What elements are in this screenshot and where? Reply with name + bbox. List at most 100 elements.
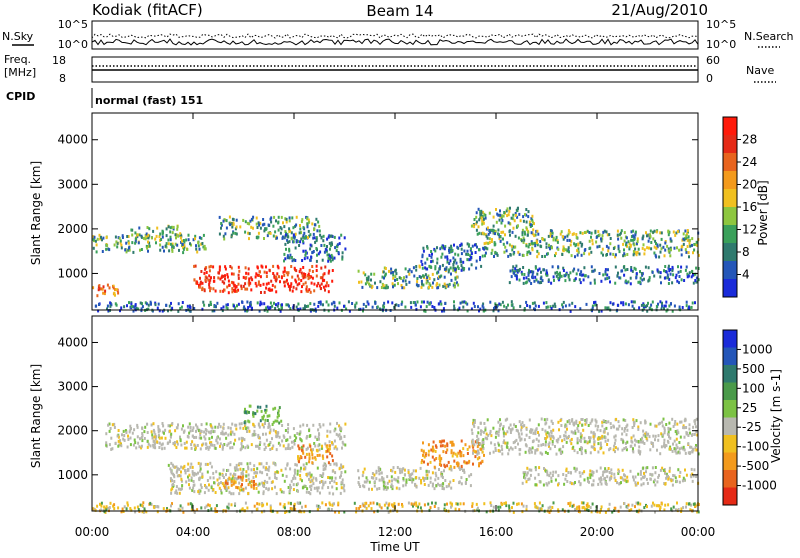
data-cell [313, 282, 316, 286]
data-cell [209, 264, 212, 268]
data-cell [575, 421, 578, 425]
data-cell [436, 257, 439, 261]
data-cell [295, 436, 298, 440]
data-cell [398, 276, 401, 280]
data-cell [226, 285, 229, 289]
data-cell [593, 442, 596, 446]
data-cell [525, 504, 528, 508]
data-cell [241, 507, 244, 511]
data-cell [165, 242, 168, 246]
data-cell [697, 452, 700, 456]
data-cell [95, 304, 98, 308]
data-cell [504, 418, 507, 422]
data-cell [367, 275, 370, 279]
data-cell [410, 305, 413, 309]
data-cell [193, 490, 196, 494]
data-cell [243, 410, 246, 414]
data-cell [667, 282, 670, 285]
data-cell [576, 427, 579, 431]
data-cell [546, 435, 549, 439]
data-cell [607, 306, 610, 310]
data-cell [232, 218, 235, 222]
data-cell [300, 271, 303, 275]
data-cell [159, 232, 162, 236]
data-cell [620, 229, 623, 233]
data-cell [316, 229, 319, 233]
data-cell [423, 483, 426, 486]
data-cell [552, 470, 555, 474]
data-cell [623, 253, 626, 257]
data-cell [99, 237, 102, 241]
x-tick-label: 20:00 [580, 525, 615, 539]
data-cell [233, 304, 235, 308]
data-cell [326, 245, 328, 248]
data-cell [210, 443, 212, 446]
data-cell [682, 242, 685, 246]
data-cell [140, 248, 143, 251]
data-cell [460, 467, 463, 470]
data-cell [567, 246, 570, 250]
data-cell [163, 249, 165, 253]
data-cell [452, 451, 455, 455]
data-cell [453, 243, 455, 247]
data-cell [477, 207, 480, 211]
data-cell [145, 302, 148, 306]
data-cell [500, 221, 503, 225]
data-cell [664, 482, 667, 486]
data-cell [479, 216, 482, 220]
data-cell [355, 301, 358, 305]
data-cell [498, 218, 501, 222]
data-cell [157, 302, 160, 306]
data-cell [547, 443, 550, 447]
data-cell [168, 304, 171, 308]
data-cell [321, 279, 324, 283]
data-cell [230, 479, 233, 483]
data-cell [668, 435, 670, 439]
data-cell [358, 506, 361, 510]
data-cell [508, 243, 511, 247]
velocity-heatmap [92, 404, 700, 514]
data-cell [215, 470, 218, 474]
data-cell [355, 510, 358, 514]
data-cell [437, 507, 440, 510]
nsky-label: N.Sky [2, 30, 34, 43]
data-cell [329, 247, 331, 251]
data-cell [257, 490, 260, 494]
data-cell [571, 504, 574, 508]
data-cell [235, 485, 238, 489]
data-cell [263, 302, 266, 306]
data-cell [131, 233, 134, 237]
data-cell [229, 446, 232, 450]
data-cell [416, 277, 419, 280]
data-cell [368, 480, 371, 484]
data-cell [175, 485, 178, 489]
data-cell [248, 232, 251, 236]
data-cell [294, 232, 297, 236]
data-cell [124, 248, 127, 252]
data-cell [176, 227, 179, 231]
data-cell [635, 483, 638, 487]
data-cell [329, 422, 332, 426]
data-cell [190, 476, 193, 480]
data-cell [180, 427, 183, 431]
data-cell [222, 219, 225, 223]
data-cell [295, 463, 298, 467]
data-cell [120, 306, 123, 310]
data-cell [128, 301, 130, 305]
data-cell [392, 273, 395, 277]
data-cell [220, 222, 223, 225]
data-cell [196, 444, 199, 447]
data-cell [647, 279, 650, 283]
data-cell [204, 275, 207, 279]
data-cell [276, 470, 279, 474]
data-cell [316, 466, 319, 470]
data-cell [510, 300, 513, 304]
data-cell [214, 305, 217, 308]
data-cell [206, 479, 209, 482]
data-cell [656, 244, 659, 248]
data-cell [443, 469, 445, 473]
data-cell [327, 486, 330, 489]
data-cell [340, 474, 342, 478]
data-cell [501, 300, 504, 304]
data-cell [160, 238, 163, 241]
